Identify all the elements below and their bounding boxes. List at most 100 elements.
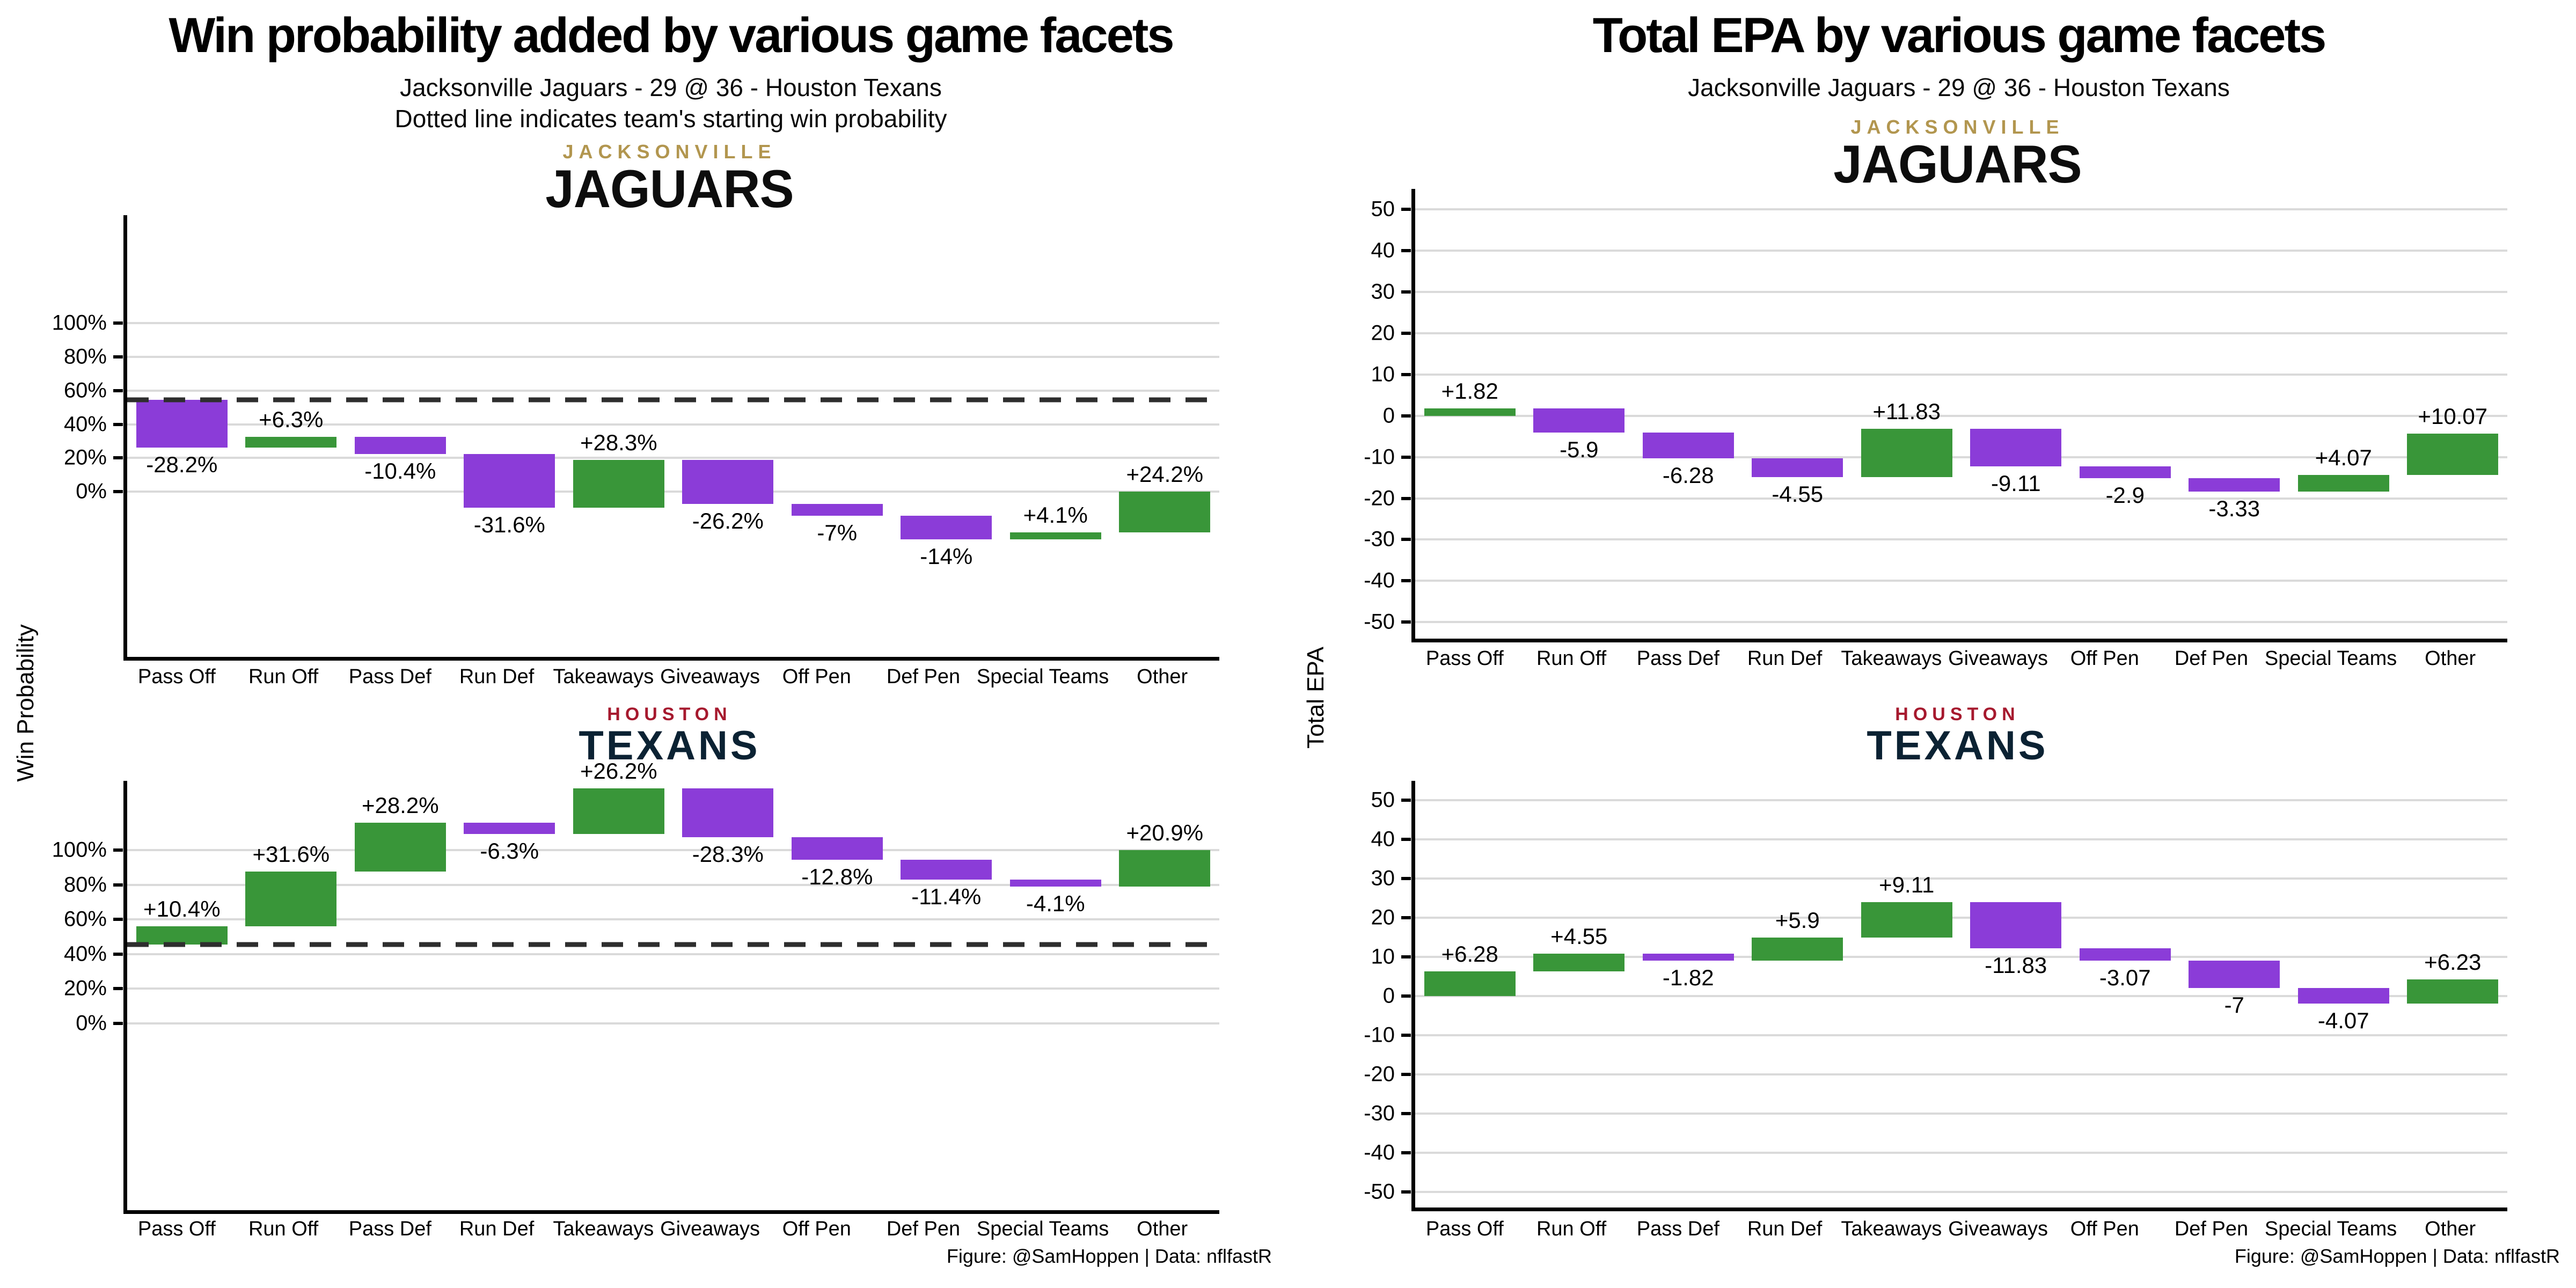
bar-value-label: -14% [920,544,973,569]
gridline [127,849,1219,852]
waterfall-bar-def-pen [901,859,992,880]
waterfall-bar-giveaways [1970,902,2062,949]
y-tick-label: 60% [63,907,107,931]
x-axis-labels: Pass Off Run Off Pass Def Run Def Takeaways G… [1411,647,2504,670]
y-tick-mark [1401,332,1411,335]
y-axis-title: Win Probability [12,624,39,782]
y-tick-mark [113,918,123,921]
jaguars-city-wordmark: JACKSONVILLE [1850,116,2065,138]
gridline [127,953,1219,955]
waterfall-bar-run-def [1752,458,1843,478]
y-tick-label: 40% [63,942,107,966]
waterfall-bar-pass-off [136,399,228,448]
bar-value-label: -31.6% [473,511,545,537]
y-tick-mark [113,422,123,426]
y-tick-label: -20 [1364,486,1395,510]
waterfall-bar-giveaways [682,788,774,838]
y-tick-mark [113,389,123,392]
y-tick-label: 60% [63,378,107,402]
texans-city-wordmark: HOUSTON [607,704,732,724]
gridline [1415,995,2507,998]
x-category-label: Takeaways [1841,1218,1942,1240]
x-category-label: Run Def [459,1218,535,1240]
x-category-label: Special Teams [2264,1218,2397,1240]
bar-value-label: -7 [2224,992,2244,1018]
x-category-label: Run Def [459,665,535,688]
y-tick-mark [1401,455,1411,459]
x-category-label: Def Pen [2174,1218,2249,1240]
figure-credit: Figure: @SamHoppen | Data: nflfastR [2234,1245,2560,1267]
x-category-label: Def Pen [2174,647,2249,670]
y-tick-label: -10 [1364,445,1395,469]
y-tick-label: 10 [1371,362,1395,386]
waterfall-bar-off-pen [791,504,883,516]
gridline [1415,1151,2507,1154]
wp-panel-jaguars: 100% 80% 60% 40% 20% 0% -28.2% +6.3% -10.4% -31.6… [52,215,1219,661]
gridline [127,423,1219,426]
waterfall-bar-special-teams [2297,987,2389,1004]
waterfall-bar-def-pen [2189,478,2280,492]
bar-value-label: -4.55 [1772,481,1824,507]
y-tick-label: 30 [1371,280,1395,304]
y-tick-mark [1401,1073,1411,1077]
x-category-label: Run Def [1747,647,1823,670]
y-tick-label: -30 [1364,1101,1395,1125]
bar-value-label: +11.83 [1872,398,1941,424]
y-tick-label: 20% [63,976,107,1000]
x-category-label: Run Off [248,665,319,688]
x-category-label: Giveaways [1948,1218,2048,1240]
x-category-label: Takeaways [1841,647,1942,670]
bar-value-label: +6.3% [259,406,324,432]
bar-value-label: +1.82 [1441,378,1498,404]
x-axis-labels: Pass Off Run Off Pass Def Run Def Takeaways G… [123,1218,1216,1241]
waterfall-bar-other [2407,433,2499,475]
bar-value-label: +4.07 [2315,445,2372,471]
bar-value-label: +28.3% [580,429,657,455]
waterfall-bar-run-off [1533,408,1625,433]
gridline [1415,456,2507,458]
gridline [1415,799,2507,802]
waterfall-bar-run-off [245,872,337,927]
gridline [127,987,1219,990]
total-epa-chart: Total EPA by various game facets Jackson… [1288,0,2576,1288]
y-tick-mark [1401,955,1411,959]
gridline [127,389,1219,392]
chart-subtitle-note: Dotted line indicates team's starting wi… [394,105,947,133]
y-tick-mark [113,952,123,956]
waterfall-bar-giveaways [682,459,774,504]
epa-panel-jaguars: 50 40 30 20 10 0 -10 -20 -30 -40 -50 +1.82 -5.9 -6.28… [1364,189,2507,642]
y-tick-mark [1401,620,1411,624]
bar-value-label: +9.11 [1879,872,1935,897]
bar-value-label: -28.3% [692,841,764,867]
page-title: Win probability added by various game fa… [169,8,1174,63]
bar-value-label: -2.9 [2105,482,2145,508]
page-title: Total EPA by various game facets [1592,8,2327,63]
y-tick-mark [1401,838,1411,841]
x-category-label: Pass Def [348,665,431,688]
x-category-label: Pass Def [1636,1218,1719,1240]
x-category-label: Off Pen [2070,1218,2139,1240]
x-category-label: Off Pen [782,665,851,688]
y-tick-label: 100% [52,311,107,335]
y-tick-mark [1401,290,1411,294]
gridline [1415,373,2507,376]
y-tick-label: 0% [76,479,107,503]
y-tick-label: 50 [1371,788,1395,812]
gridline [127,883,1219,886]
bar-value-label: +6.28 [1441,941,1498,967]
gridline [1415,1034,2507,1037]
x-category-label: Giveaways [660,1218,760,1240]
gridline [1415,414,2507,417]
bar-value-label: +31.6% [252,841,330,867]
y-tick-mark [113,456,123,460]
y-tick-mark [1401,414,1411,418]
bar-value-label: +10.07 [2418,403,2488,429]
y-tick-label: 40% [63,412,107,436]
gridline [1415,838,2507,841]
y-tick-mark [113,848,123,852]
y-tick-mark [1401,916,1411,920]
x-category-label: Pass Off [137,1218,216,1240]
x-category-label: Pass Off [1425,647,1504,670]
bar-value-label: -26.2% [692,508,764,534]
chart-subtitle-score: Jacksonville Jaguars - 29 @ 36 - Houston… [1688,74,2230,101]
